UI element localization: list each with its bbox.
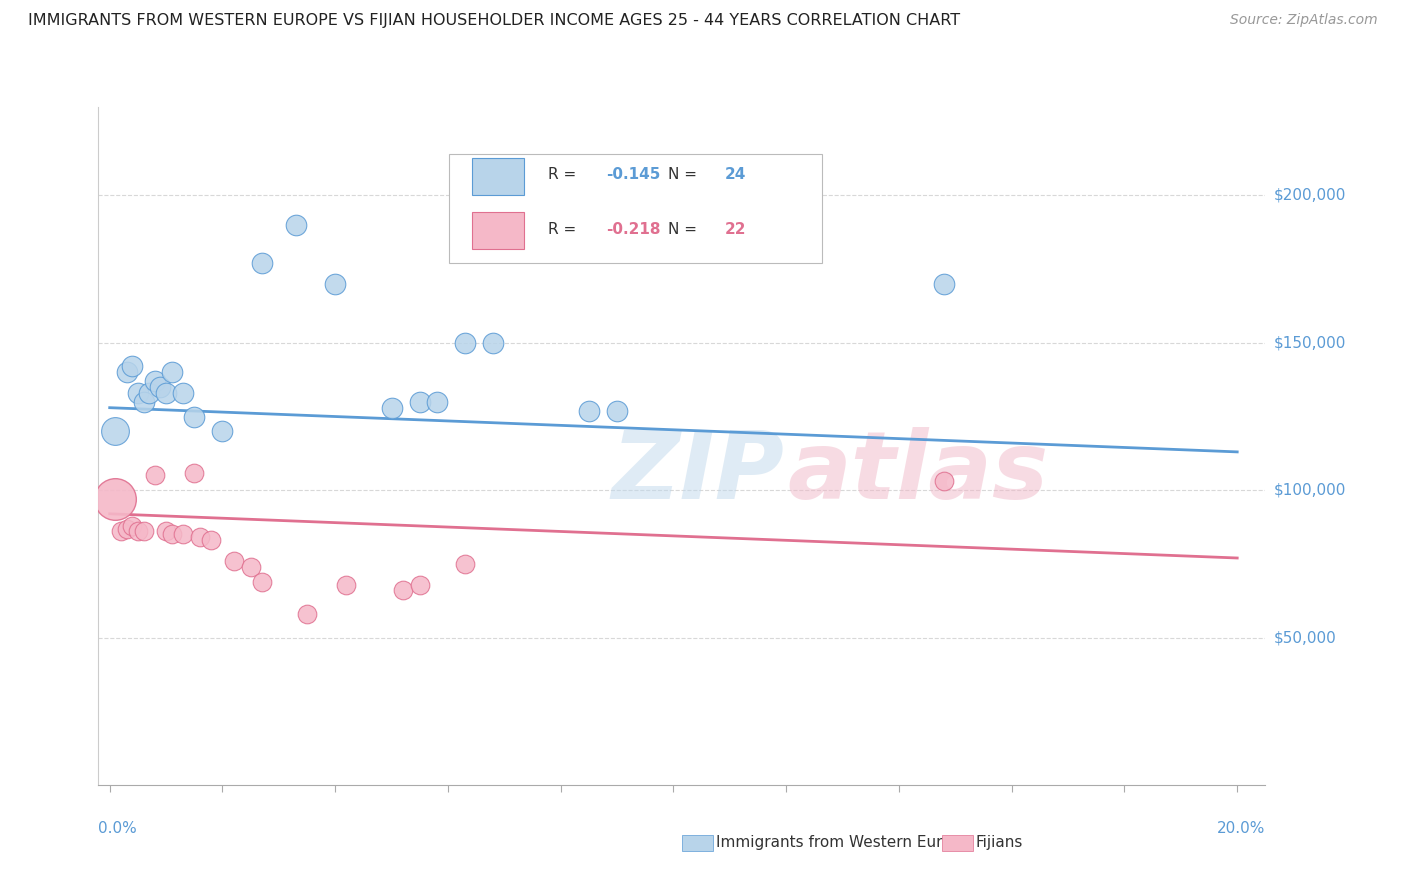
Text: atlas: atlas — [787, 427, 1049, 519]
Point — [104, 424, 127, 438]
Point — [932, 475, 955, 489]
Point — [335, 577, 357, 591]
Point — [323, 277, 346, 291]
Point — [149, 380, 172, 394]
Point — [127, 524, 149, 539]
Text: $50,000: $50,000 — [1274, 630, 1337, 645]
FancyBboxPatch shape — [449, 154, 823, 263]
Point — [143, 374, 166, 388]
Text: 22: 22 — [725, 221, 747, 236]
Point — [132, 524, 155, 539]
Point — [211, 424, 233, 438]
Text: 0.0%: 0.0% — [98, 821, 138, 836]
Text: 24: 24 — [725, 168, 747, 182]
Text: N =: N = — [668, 221, 702, 236]
Point — [578, 403, 600, 417]
Text: ZIP: ZIP — [612, 427, 785, 519]
Point — [200, 533, 222, 548]
Point — [392, 583, 415, 598]
Point — [160, 365, 183, 379]
Text: -0.145: -0.145 — [606, 168, 661, 182]
Point — [160, 527, 183, 541]
Point — [250, 574, 273, 589]
Point — [454, 335, 477, 350]
Point — [121, 518, 143, 533]
Point — [932, 277, 955, 291]
Point — [188, 530, 211, 544]
Text: $100,000: $100,000 — [1274, 483, 1346, 498]
FancyBboxPatch shape — [472, 212, 524, 250]
Point — [409, 577, 432, 591]
Point — [250, 256, 273, 270]
Text: 20.0%: 20.0% — [1218, 821, 1265, 836]
Point — [127, 386, 149, 401]
Point — [239, 559, 262, 574]
Text: $150,000: $150,000 — [1274, 335, 1346, 351]
Point — [115, 365, 138, 379]
Point — [115, 522, 138, 536]
Text: R =: R = — [548, 168, 581, 182]
Point — [172, 386, 194, 401]
FancyBboxPatch shape — [472, 158, 524, 195]
Text: $200,000: $200,000 — [1274, 188, 1346, 203]
Point — [454, 557, 477, 571]
Point — [138, 386, 160, 401]
Point — [143, 468, 166, 483]
Point — [222, 554, 245, 568]
Point — [295, 607, 318, 621]
Point — [155, 386, 177, 401]
Point — [183, 466, 205, 480]
Point — [381, 401, 404, 415]
Text: Fijians: Fijians — [976, 836, 1024, 850]
Text: R =: R = — [548, 221, 581, 236]
Point — [104, 491, 127, 506]
Point — [426, 394, 449, 409]
Text: Source: ZipAtlas.com: Source: ZipAtlas.com — [1230, 13, 1378, 28]
Point — [606, 403, 628, 417]
Point — [482, 335, 505, 350]
Point — [284, 218, 307, 232]
Point — [110, 524, 132, 539]
Point — [132, 394, 155, 409]
Point — [172, 527, 194, 541]
Point — [409, 394, 432, 409]
Point — [155, 524, 177, 539]
Point — [183, 409, 205, 424]
Text: IMMIGRANTS FROM WESTERN EUROPE VS FIJIAN HOUSEHOLDER INCOME AGES 25 - 44 YEARS C: IMMIGRANTS FROM WESTERN EUROPE VS FIJIAN… — [28, 13, 960, 29]
Text: -0.218: -0.218 — [606, 221, 661, 236]
Point — [121, 359, 143, 374]
Text: N =: N = — [668, 168, 702, 182]
Text: Immigrants from Western Europe: Immigrants from Western Europe — [716, 836, 970, 850]
